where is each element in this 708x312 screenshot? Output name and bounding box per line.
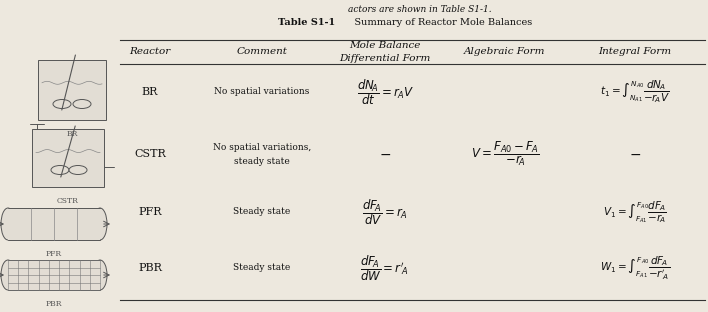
Text: BR: BR (142, 87, 158, 97)
Text: Table S1-1: Table S1-1 (278, 17, 335, 27)
Bar (32, 129, 104, 187)
Text: $V = \dfrac{F_{A0}-F_{\!A}}{-r_{\!A}}$: $V = \dfrac{F_{A0}-F_{\!A}}{-r_{\!A}}$ (471, 139, 539, 168)
Text: $V_1 = \int_{F_{A1}}^{F_{A0}} \dfrac{dF_{\!A}}{-r_{\!A}}$: $V_1 = \int_{F_{A1}}^{F_{A0}} \dfrac{dF_… (603, 199, 667, 225)
Ellipse shape (1, 208, 15, 240)
Text: No spatial variations: No spatial variations (215, 87, 309, 96)
Text: BR: BR (67, 130, 78, 138)
Text: PBR: PBR (138, 263, 162, 273)
Text: Mole Balance: Mole Balance (349, 41, 421, 50)
Text: Comment: Comment (236, 47, 287, 56)
Text: CSTR: CSTR (134, 149, 166, 159)
Bar (38, 60, 106, 120)
Ellipse shape (51, 165, 69, 174)
Text: Differential Form: Differential Form (339, 54, 430, 63)
Ellipse shape (1, 260, 15, 290)
Text: $t_1 = \int_{N_{A1}}^{N_{A0}} \dfrac{dN_{\!A}}{-r_{\!A}V}$: $t_1 = \int_{N_{A1}}^{N_{A0}} \dfrac{dN_… (600, 79, 670, 105)
Ellipse shape (69, 165, 87, 174)
Text: Steady state: Steady state (234, 264, 290, 272)
Text: PFR: PFR (138, 207, 161, 217)
Text: $\dfrac{dN_{\!A}}{dt} = r_{\!A}V$: $\dfrac{dN_{\!A}}{dt} = r_{\!A}V$ (357, 77, 413, 107)
Text: No spatial variations,: No spatial variations, (213, 143, 311, 152)
Text: Steady state: Steady state (234, 207, 290, 217)
Text: $-$: $-$ (379, 147, 391, 161)
Text: $-$: $-$ (629, 147, 641, 161)
Ellipse shape (73, 100, 91, 109)
Ellipse shape (93, 260, 107, 290)
Bar (8, 260, 100, 290)
Bar (8, 208, 100, 240)
Text: Reactor: Reactor (130, 47, 171, 56)
Text: PFR: PFR (46, 250, 62, 258)
Text: $W_1 = \int_{F_{A1}}^{F_{A0}} \dfrac{dF_{\!A}}{-r'_{\!A}}$: $W_1 = \int_{F_{A1}}^{F_{A0}} \dfrac{dF_… (600, 254, 670, 282)
Text: Integral Form: Integral Form (598, 47, 672, 56)
Text: CSTR: CSTR (57, 197, 79, 205)
Text: PBR: PBR (46, 300, 62, 308)
Text: $\dfrac{dF_{\!A}}{dV} = r_{\!A}$: $\dfrac{dF_{\!A}}{dV} = r_{\!A}$ (362, 197, 408, 227)
Text: Algebraic Form: Algebraic Form (464, 47, 546, 56)
Ellipse shape (93, 208, 107, 240)
Text: steady state: steady state (234, 157, 290, 165)
Text: $\dfrac{dF_{\!A}}{dW} = r'_{\!A}$: $\dfrac{dF_{\!A}}{dW} = r'_{\!A}$ (360, 253, 409, 283)
Text: actors are shown in Table S1-1.: actors are shown in Table S1-1. (348, 4, 492, 13)
Ellipse shape (53, 100, 71, 109)
Text: Summary of Reactor Mole Balances: Summary of Reactor Mole Balances (345, 17, 532, 27)
